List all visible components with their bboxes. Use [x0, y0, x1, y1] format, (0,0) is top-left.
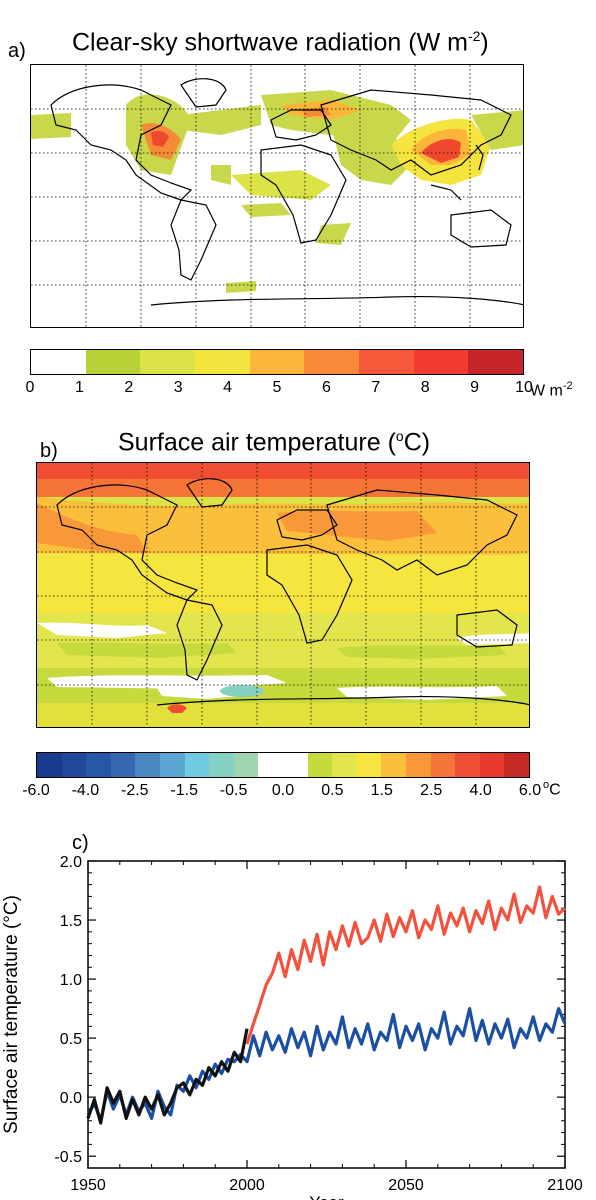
panel-a-colorbar-swatch [195, 350, 250, 374]
panel-b-title: Surface air temperature (oC) [118, 428, 431, 457]
panel-b-colorbar-swatch [356, 753, 382, 777]
panel-b-colorbar-swatch [110, 753, 136, 777]
panel-a-map [30, 64, 524, 328]
y-tick-label: 1.5 [60, 913, 82, 930]
panel-b-colorbar-swatch [381, 753, 406, 777]
panel-b-letter: b) [40, 440, 58, 462]
y-tick-label: 0.0 [60, 1090, 82, 1107]
panel-b-colorbar-tick-label: 4.0 [469, 782, 492, 799]
y-tick-label: -0.5 [54, 1149, 82, 1166]
panel-b-colorbar-tick-label: -4.0 [71, 782, 100, 799]
panel-a-colorbar [30, 349, 524, 375]
panel-b-colorbar-tick-label: -0.5 [219, 782, 248, 799]
panel-b-colorbar-unit: oC [543, 779, 561, 799]
panel-b-colorbar-swatch [479, 753, 505, 777]
panel-b-map [36, 462, 530, 728]
panel-c-letter: c) [72, 832, 89, 854]
panel-a-colorbar-swatch [140, 350, 196, 374]
panel-b-colorbar-tick-label: 0.5 [321, 782, 344, 799]
panel-b-colorbar-swatch [282, 753, 308, 777]
y-tick-label: 2.0 [60, 854, 82, 871]
panel-b-colorbar-swatch [455, 753, 480, 777]
panel-b-colorbar-swatch [184, 753, 210, 777]
panel-b-colorbar [36, 752, 530, 778]
x-tick-label: 2000 [229, 1177, 265, 1194]
panel-a-map-svg [31, 65, 523, 327]
y-tick-label: 0.5 [60, 1031, 82, 1048]
panel-a-colorbar-swatch [413, 350, 469, 374]
panel-a-colorbar-tick-label: 7 [371, 379, 381, 396]
panel-a-colorbar-swatch [468, 350, 524, 374]
series-line-3 [86, 1028, 249, 1125]
x-tick-label: 1950 [70, 1177, 106, 1194]
panel-a-colorbar-tick-label: 1 [74, 379, 84, 396]
panel-a-colorbar-swatch [31, 350, 86, 374]
panel-a-colorbar-tick-label: 5 [272, 379, 282, 396]
panel-a-title: Clear-sky shortwave radiation (W m-2) [72, 28, 489, 57]
x-tick-label: 2050 [388, 1177, 424, 1194]
panel-b-colorbar-tick-label: -2.5 [121, 782, 149, 799]
panel-b-colorbar-swatch [430, 753, 456, 777]
panel-b-colorbar-swatch [135, 753, 160, 777]
panel-b-colorbar-tick-label: -6.0 [22, 782, 50, 799]
panel-b-colorbar-tick-label: 6.0 [518, 782, 542, 799]
panel-a-colorbar-tick-label: 0 [25, 379, 35, 396]
panel-b-colorbar-tick-label: 2.5 [420, 782, 443, 799]
panel-a-colorbar-tick-label: 3 [173, 379, 183, 396]
panel-b-colorbar-swatch [332, 753, 357, 777]
panel-b-colorbar-swatch [209, 753, 234, 777]
y-axis-label: Surface air temperature (°C) [1, 895, 22, 1134]
panel-a-colorbar-swatch [85, 350, 141, 374]
panel-b-colorbar-swatch [37, 753, 62, 777]
plot-frame [87, 860, 566, 1169]
panel-a-colorbar-tick-label: 4 [223, 379, 233, 396]
panel-b-colorbar-swatch [504, 753, 529, 777]
panel-b-map-svg [37, 463, 529, 727]
panel-a-colorbar-tick-label: 2 [124, 379, 134, 396]
panel-a-colorbar-tick-label: 10 [515, 379, 533, 396]
panel-b-colorbar-tick-label: 0.0 [271, 782, 295, 799]
panel-b-colorbar-tick-label: -1.5 [170, 782, 198, 799]
x-tick-label: 2100 [547, 1177, 583, 1194]
panel-a-colorbar-unit: W m-2 [530, 380, 573, 400]
temperature-line-chart: 1950 2000 2050 2100 -0.5 0.0 0.5 1.0 1.5 2.0 Year… [1, 854, 583, 1200]
panel-b-colorbar-swatch [86, 753, 111, 777]
panel-a-colorbar-tick-label: 6 [321, 379, 331, 396]
panel-b-colorbar-swatch [159, 753, 185, 777]
panel-a-colorbar-tick-label: 9 [470, 379, 480, 396]
panel-b-colorbar-swatch [405, 753, 431, 777]
y-tick-label: 1.0 [60, 972, 82, 989]
panel-a-colorbar-tick-label: 8 [420, 379, 430, 396]
panel-a-colorbar-swatch [359, 350, 414, 374]
panel-b-colorbar-swatch [307, 753, 333, 777]
panel-b-colorbar-swatch [61, 753, 87, 777]
panel-a-colorbar-swatch [249, 350, 305, 374]
panel-b-colorbar-swatch [258, 753, 283, 777]
panel-b-colorbar-tick-label: 1.5 [370, 782, 393, 799]
panel-a-colorbar-swatch [304, 350, 360, 374]
x-axis-label: Year [309, 1193, 344, 1200]
panel-b-colorbar-swatch [233, 753, 259, 777]
panel-a-letter: a) [8, 40, 26, 62]
series-line-1 [245, 885, 567, 1045]
